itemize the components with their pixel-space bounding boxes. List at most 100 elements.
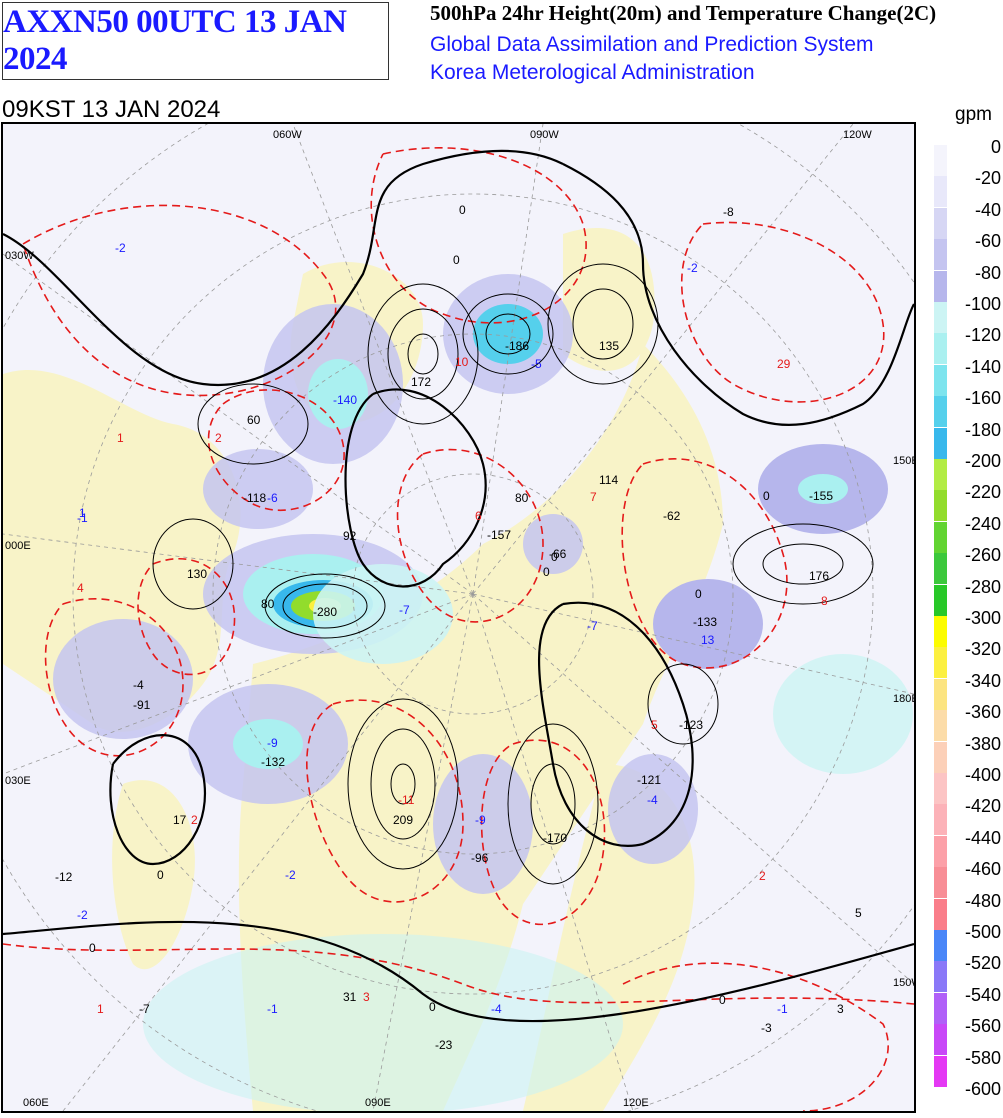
legend-label: -480 (964, 890, 1001, 911)
legend-swatch (934, 741, 947, 773)
legend-label: -40 (974, 199, 1001, 220)
contour-value-label: 0 (763, 489, 770, 503)
land-eurasia (238, 344, 724, 1111)
legend-entry: -400 (934, 765, 1003, 804)
contour-value-label: -121 (637, 773, 661, 787)
legend-label: -300 (964, 608, 1001, 628)
temperature-change-contours (3, 147, 914, 1111)
contour-value-label: 13 (701, 633, 715, 647)
legend-swatch (934, 930, 947, 961)
legend-entry: -180 (934, 420, 1003, 459)
contour-value-label: 2 (191, 813, 198, 827)
contour-value-label: 135 (599, 339, 619, 353)
legend-swatch (934, 992, 947, 1024)
longitude-labels: 060W 090W 120W 060E 090E 120E (23, 129, 872, 1109)
chart-title: AXXN50 00UTC 13 JAN 2024 (3, 4, 347, 77)
legend-swatch (934, 678, 947, 710)
contour-value-label: -123 (679, 718, 703, 732)
contour-value-label: 5 (855, 906, 862, 920)
legend-swatch (934, 176, 947, 208)
legend-label: -160 (964, 388, 1001, 409)
contour-value-label: -186 (505, 339, 529, 353)
height-change-contours-thin (152, 263, 874, 885)
legend-swatch (934, 145, 947, 176)
contour-value-label: -155 (809, 489, 833, 503)
legend-swatch (934, 647, 947, 679)
latitude-label: 150E (893, 455, 914, 467)
latitude-labels: 030W 150W 180E 150E 030E 000E (5, 250, 914, 989)
contour-value-label: 0 (719, 993, 726, 1007)
contour-value-label: 0 (453, 253, 460, 267)
legend-swatch (934, 490, 947, 522)
contour-value-label: -4 (133, 678, 144, 692)
contour-value-label: 0 (551, 550, 558, 564)
legend-label: -220 (964, 482, 1001, 503)
contour-value-label: 2 (215, 431, 222, 445)
contour-value-label: -132 (261, 755, 285, 769)
valid-time: 09KST 13 JAN 2024 (2, 96, 221, 123)
contour-value-label: 3 (837, 1002, 844, 1016)
legend-label: -240 (964, 513, 1001, 534)
longitude-label: 090E (365, 1097, 391, 1109)
legend-entry: -340 (934, 671, 1003, 710)
contour-value-label: -133 (693, 615, 717, 629)
contour-value-label: 0 (157, 868, 164, 882)
contour-value-label: 5 (651, 718, 658, 732)
legend-label: 0 (990, 137, 1001, 157)
contour-value-label: -23 (435, 1038, 453, 1052)
legend-label: -400 (964, 765, 1001, 785)
legend-unit: gpm (955, 104, 992, 125)
legend-swatch (934, 207, 947, 239)
contour-value-label: 8 (821, 594, 828, 608)
contour-value-label: 6 (475, 509, 482, 523)
contour-value-label: 1 (97, 1002, 104, 1016)
legend-entry: -100 (934, 294, 1003, 333)
legend-swatch (934, 584, 947, 616)
legend-entry: -480 (934, 891, 1003, 930)
agency-name: Korea Meterological Administration (430, 61, 755, 84)
legend-label: -320 (964, 639, 1001, 660)
contour-value-label: -2 (687, 261, 698, 275)
legend-label: -520 (964, 953, 1001, 974)
contour-value-label: -7 (139, 1002, 150, 1016)
legend-swatch (934, 961, 947, 993)
legend-label: -100 (964, 294, 1001, 314)
contour-value-label: -11 (398, 793, 415, 807)
legend-swatch (934, 239, 947, 271)
height-change-contours (3, 149, 914, 1023)
legend-entry: -80 (934, 263, 1003, 302)
contour-value-label: -170 (543, 831, 567, 845)
legend-label: -340 (964, 670, 1001, 691)
graticule (3, 124, 914, 1111)
legend-swatch (934, 616, 947, 647)
legend-label: -280 (964, 576, 1001, 597)
legend-swatch (934, 364, 947, 396)
legend-swatch (934, 270, 947, 302)
contour-value-label: -12 (55, 870, 73, 884)
legend-swatch (934, 521, 947, 553)
contour-value-label: 0 (429, 1000, 436, 1014)
legend-entry: 0 (934, 137, 1003, 176)
contour-value-label: -157 (487, 528, 511, 542)
legend-entry: -360 (934, 702, 1003, 742)
latitude-label: 000E (5, 540, 31, 552)
legend-swatch (934, 396, 947, 428)
legend-entry: -380 (934, 734, 1003, 773)
contour-value-label: 7 (590, 490, 597, 504)
contour-value-label: 60 (247, 413, 261, 427)
contour-value-label: -1 (267, 1002, 278, 1016)
legend-label: -60 (974, 231, 1001, 252)
legend-entry: -120 (934, 325, 1003, 365)
legend-label: -200 (964, 451, 1001, 471)
contour-value-label: -118 (243, 491, 266, 505)
contour-value-label: 3 (363, 990, 370, 1004)
shaded-lows (53, 274, 913, 1111)
contour-value-label: -62 (663, 509, 681, 523)
legend-entry: -200 (934, 451, 1003, 490)
legend-label: -540 (964, 984, 1001, 1005)
legend-label: -420 (964, 796, 1001, 817)
legend-entry: -520 (934, 953, 1003, 993)
contour-value-label: 209 (393, 813, 413, 827)
title-box: AXXN50 00UTC 13 JAN 2024 (2, 2, 389, 80)
legend-swatch (934, 835, 947, 867)
